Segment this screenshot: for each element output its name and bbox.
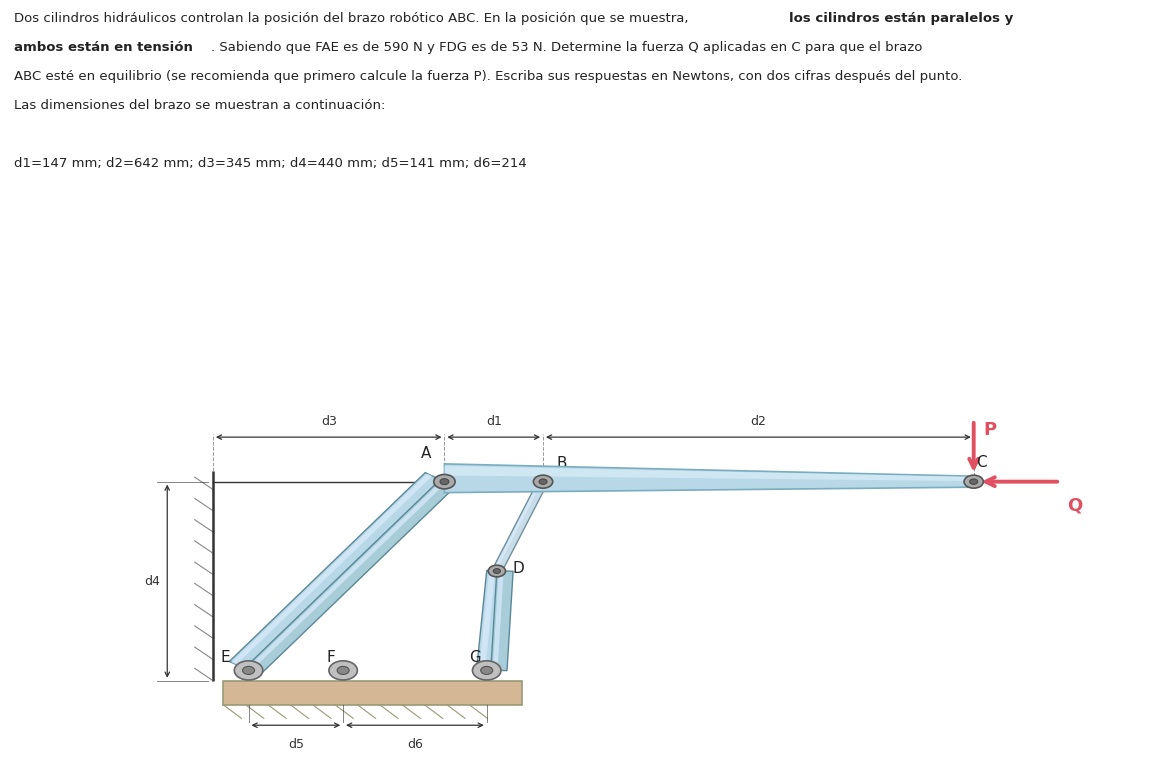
- Text: E: E: [221, 650, 230, 665]
- Text: G: G: [469, 650, 480, 665]
- Text: d4: d4: [144, 574, 159, 588]
- Text: d6: d6: [407, 737, 423, 750]
- Polygon shape: [445, 466, 974, 481]
- Circle shape: [480, 667, 493, 674]
- Bar: [223, 680, 522, 705]
- Polygon shape: [477, 571, 507, 671]
- Polygon shape: [246, 481, 447, 671]
- Text: B: B: [557, 456, 567, 472]
- Text: P: P: [984, 422, 997, 439]
- Text: d3: d3: [321, 415, 336, 429]
- Circle shape: [243, 667, 254, 674]
- Polygon shape: [492, 481, 547, 572]
- Circle shape: [234, 660, 263, 680]
- Circle shape: [440, 478, 449, 485]
- Circle shape: [534, 475, 553, 488]
- Polygon shape: [245, 480, 455, 676]
- Circle shape: [539, 479, 547, 485]
- Circle shape: [337, 667, 349, 674]
- Text: . Sabiendo que FAE es de 590 N y FDG es de 53 N. Determine la fuerza Q aplicadas: . Sabiendo que FAE es de 590 N y FDG es …: [211, 41, 923, 54]
- Circle shape: [329, 660, 357, 680]
- Polygon shape: [445, 464, 974, 492]
- Text: los cilindros están paralelos y: los cilindros están paralelos y: [789, 12, 1013, 25]
- Text: Q: Q: [1067, 497, 1082, 515]
- Polygon shape: [491, 571, 513, 670]
- Text: D: D: [512, 561, 524, 577]
- Polygon shape: [479, 571, 495, 670]
- Text: d1=147 mm; d2=642 mm; d3=345 mm; d4=440 mm; d5=141 mm; d6=214: d1=147 mm; d2=642 mm; d3=345 mm; d4=440 …: [14, 157, 527, 170]
- Text: d2: d2: [751, 415, 766, 429]
- Text: A: A: [420, 446, 431, 461]
- Polygon shape: [230, 472, 442, 669]
- Text: d5: d5: [288, 737, 304, 750]
- Polygon shape: [493, 481, 542, 571]
- Text: ABC esté en equilibrio (se recomienda que primero calcule la fuerza P). Escriba : ABC esté en equilibrio (se recomienda qu…: [14, 70, 962, 83]
- Circle shape: [472, 660, 501, 680]
- Text: Dos cilindros hidráulicos controlan la posición del brazo robótico ABC. En la po: Dos cilindros hidráulicos controlan la p…: [14, 12, 693, 25]
- Text: F: F: [326, 650, 335, 665]
- Text: d1: d1: [486, 415, 501, 429]
- Text: Las dimensiones del brazo se muestran a continuación:: Las dimensiones del brazo se muestran a …: [14, 99, 386, 112]
- Circle shape: [489, 565, 506, 577]
- Circle shape: [970, 479, 978, 485]
- Text: C: C: [976, 455, 986, 470]
- Circle shape: [964, 475, 983, 488]
- Polygon shape: [493, 571, 504, 670]
- Circle shape: [493, 568, 500, 574]
- Polygon shape: [231, 474, 432, 664]
- Text: ambos están en tensión: ambos están en tensión: [14, 41, 193, 54]
- Circle shape: [434, 475, 455, 489]
